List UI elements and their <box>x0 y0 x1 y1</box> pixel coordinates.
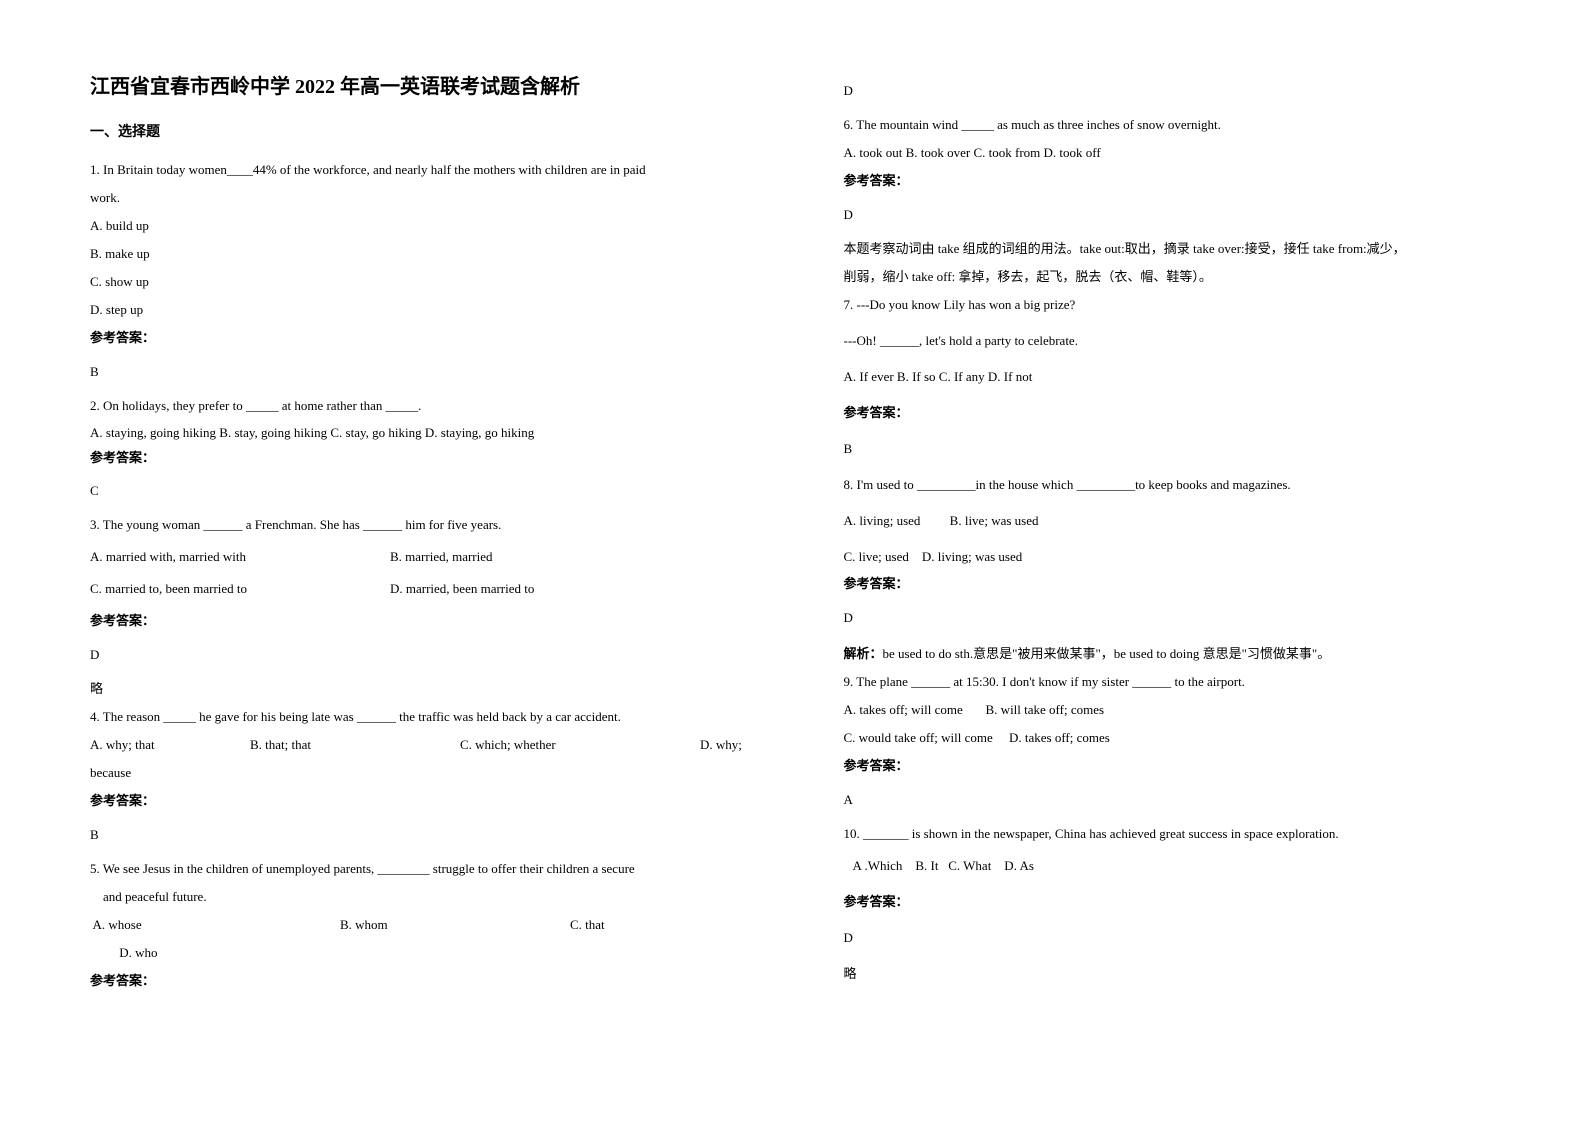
q9-row1: A. takes off; will come B. will take off… <box>844 697 1498 723</box>
q5-text-1: 5. We see Jesus in the children of unemp… <box>90 856 744 882</box>
q6-answer-label: 参考答案： <box>844 168 1498 194</box>
q8-row2: C. live; used D. living; was used <box>844 544 1498 570</box>
q9-text-1: 9. The plane ______ at 15:30. I don't kn… <box>844 669 1498 695</box>
q8-text-1: 8. I'm used to _________in the house whi… <box>844 472 1498 498</box>
q3-opt-row2: C. married to, been married to D. marrie… <box>90 576 744 602</box>
q5-opt-c: C. that <box>570 912 605 938</box>
q7-text-1: 7. ---Do you know Lily has won a big pri… <box>844 292 1498 318</box>
q1-opt-a: A. build up <box>90 213 744 239</box>
q4-opt-a: A. why; that <box>90 732 250 758</box>
q4-answer-label: 参考答案： <box>90 788 744 814</box>
q9-answer: A <box>844 787 1498 813</box>
q2-opts: A. staying, going hiking B. stay, going … <box>90 421 744 444</box>
q5-answer: D <box>844 78 1498 104</box>
q2-answer-label: 参考答案： <box>90 446 744 469</box>
q4-opts-row: A. why; that B. that; that C. which; whe… <box>90 732 744 758</box>
q3-text-1: 3. The young woman ______ a Frenchman. S… <box>90 512 744 538</box>
q1-opt-c: C. show up <box>90 269 744 295</box>
q1-answer: B <box>90 359 744 385</box>
q4-text-1: 4. The reason _____ he gave for his bein… <box>90 704 744 730</box>
q3-opt-b: B. married, married <box>390 544 493 570</box>
q2-text-1: 2. On holidays, they prefer to _____ at … <box>90 393 744 419</box>
q7-answer: B <box>844 436 1498 462</box>
q6-text-1: 6. The mountain wind _____ as much as th… <box>844 112 1498 138</box>
q4-text-2: because <box>90 760 744 786</box>
q1-opt-d: D. step up <box>90 297 744 323</box>
section-heading: 一、选择题 <box>90 121 744 141</box>
q9-answer-label: 参考答案： <box>844 753 1498 779</box>
q5-answer-label: 参考答案： <box>90 968 744 994</box>
q1-text-2: work. <box>90 185 744 211</box>
q8-answer-label: 参考答案： <box>844 572 1498 595</box>
q5-opts-row: A. whose B. whom C. that <box>90 912 744 938</box>
q6-answer: D <box>844 202 1498 228</box>
q3-note: 略 <box>90 676 744 702</box>
q3-answer: D <box>90 642 744 668</box>
q5-text-2: and peaceful future. <box>90 884 744 910</box>
q10-answer-label: 参考答案： <box>844 889 1498 915</box>
q10-answer: D <box>844 925 1498 951</box>
q1-answer-label: 参考答案： <box>90 325 744 351</box>
q5-opt-d: D. who <box>90 940 744 966</box>
q6-explain-1: 本题考察动词由 take 组成的词组的用法。take out:取出，摘录 tak… <box>844 236 1498 262</box>
q4-opt-b: B. that; that <box>250 732 460 758</box>
document-title: 江西省宜春市西岭中学 2022 年高一英语联考试题含解析 <box>90 70 744 99</box>
q7-text-2: ---Oh! ______, let's hold a party to cel… <box>844 328 1498 354</box>
q5-opt-b: B. whom <box>340 912 570 938</box>
q3-opt-d: D. married, been married to <box>390 576 534 602</box>
q3-opt-c: C. married to, been married to <box>90 576 390 602</box>
q8-row1: A. living; used B. live; was used <box>844 508 1498 534</box>
q8-explain-label: 解析： <box>844 646 883 661</box>
q4-opt-c: C. which; whether <box>460 732 700 758</box>
q4-answer: B <box>90 822 744 848</box>
q2-answer: C <box>90 478 744 504</box>
q1-opt-b: B. make up <box>90 241 744 267</box>
q5-opt-a: A. whose <box>90 912 340 938</box>
q10-opts: A .Which B. It C. What D. As <box>844 853 1498 879</box>
q3-opt-row1: A. married with, married with B. married… <box>90 544 744 570</box>
q10-text-1: 10. _______ is shown in the newspaper, C… <box>844 821 1498 847</box>
q10-note: 略 <box>844 961 1498 987</box>
q9-row2: C. would take off; will come D. takes of… <box>844 725 1498 751</box>
q7-opts: A. If ever B. If so C. If any D. If not <box>844 364 1498 390</box>
q3-answer-label: 参考答案： <box>90 608 744 634</box>
q4-opt-d: D. why; <box>700 732 742 758</box>
q8-answer: D <box>844 605 1498 631</box>
q7-answer-label: 参考答案： <box>844 400 1498 426</box>
q6-explain-2: 削弱，缩小 take off: 拿掉，移去，起飞，脱去（衣、帽、鞋等）。 <box>844 264 1498 290</box>
q1-text-1: 1. In Britain today women____44% of the … <box>90 157 744 183</box>
q8-explain-text: be used to do sth.意思是"被用来做某事"，be used to… <box>883 646 1331 661</box>
right-column: D 6. The mountain wind _____ as much as … <box>794 0 1587 1122</box>
left-column: 江西省宜春市西岭中学 2022 年高一英语联考试题含解析 一、选择题 1. In… <box>0 0 794 1122</box>
q8-explain: 解析：be used to do sth.意思是"被用来做某事"，be used… <box>844 641 1498 667</box>
q6-opts: A. took out B. took over C. took from D.… <box>844 140 1498 166</box>
q3-opt-a: A. married with, married with <box>90 544 390 570</box>
